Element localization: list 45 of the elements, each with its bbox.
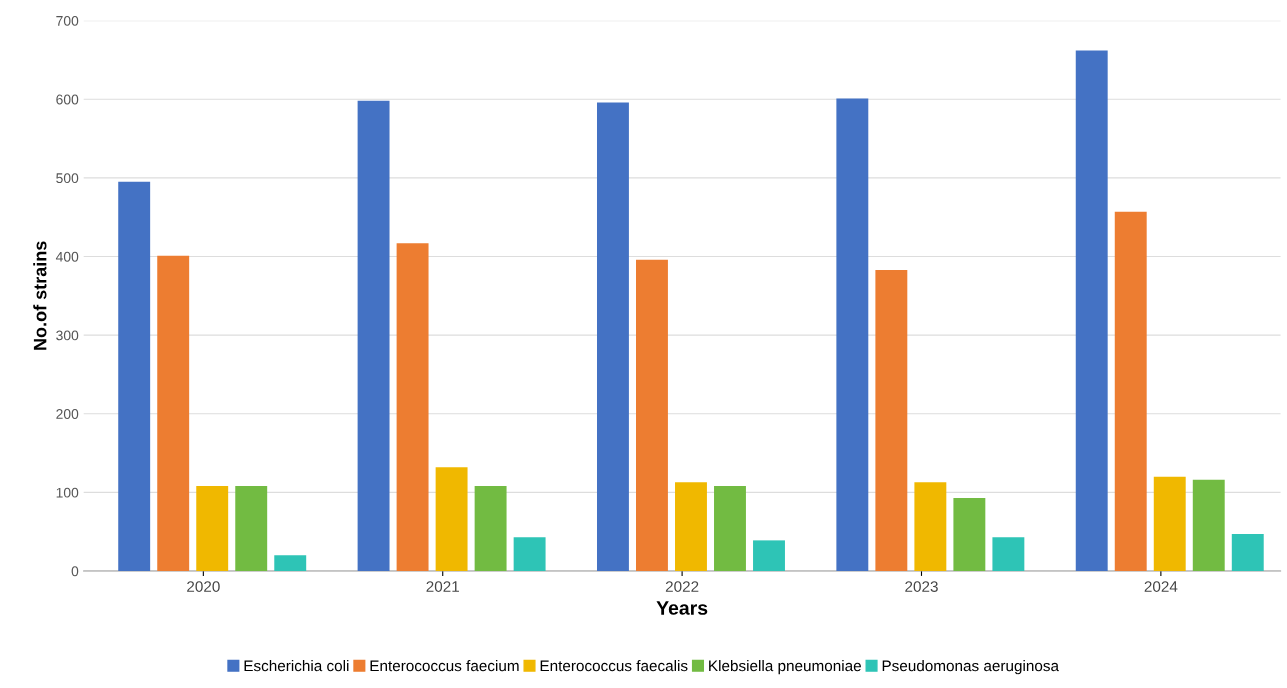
x-tick-label: 2021 xyxy=(426,581,459,592)
bar xyxy=(597,102,629,572)
bar xyxy=(157,255,190,572)
y-tick-label: 600 xyxy=(56,94,79,105)
bar xyxy=(274,555,307,572)
legend-label: Enterococcus faecium xyxy=(370,660,519,672)
bar xyxy=(836,98,869,572)
x-tick-label: 2023 xyxy=(905,581,938,592)
x-tick-label: 2024 xyxy=(1144,581,1178,592)
y-tick-label: 100 xyxy=(56,487,79,498)
bar xyxy=(914,482,947,572)
y-tick-label: 700 xyxy=(56,15,79,26)
bar xyxy=(1075,50,1108,572)
legend-label: Klebsiella pneumoniae xyxy=(709,660,861,675)
legend-label: Enterococcus faecalis xyxy=(540,660,688,672)
bar xyxy=(513,537,546,572)
y-tick-label: 0 xyxy=(71,566,79,577)
bar xyxy=(1114,211,1147,572)
x-tick-label: 2020 xyxy=(187,581,220,592)
y-tick-label: 500 xyxy=(56,173,79,184)
bar xyxy=(435,467,468,572)
bar xyxy=(992,537,1025,572)
bar xyxy=(396,243,429,572)
bar xyxy=(474,486,507,572)
bar xyxy=(118,181,151,572)
bar xyxy=(714,486,746,572)
bar xyxy=(953,497,986,572)
bar xyxy=(753,540,785,572)
bar xyxy=(196,486,229,572)
legend-label: Escherichia coli xyxy=(244,660,349,672)
legend-label: Pseudomonas aeruginosa xyxy=(882,660,1059,675)
bar xyxy=(1231,534,1264,572)
y-tick-label: 400 xyxy=(55,251,79,262)
bar xyxy=(675,482,707,572)
bar xyxy=(357,100,390,572)
bar xyxy=(1192,479,1225,572)
x-tick-label: 2022 xyxy=(665,581,699,592)
y-tick-label: 200 xyxy=(56,409,79,419)
bar xyxy=(875,269,908,572)
y-tick-label: 300 xyxy=(56,330,79,341)
bar xyxy=(636,259,668,572)
bar xyxy=(235,486,268,572)
x-axis-title: Years xyxy=(656,601,708,615)
y-axis-title: No.of strains xyxy=(33,241,47,350)
bar xyxy=(1153,476,1186,572)
